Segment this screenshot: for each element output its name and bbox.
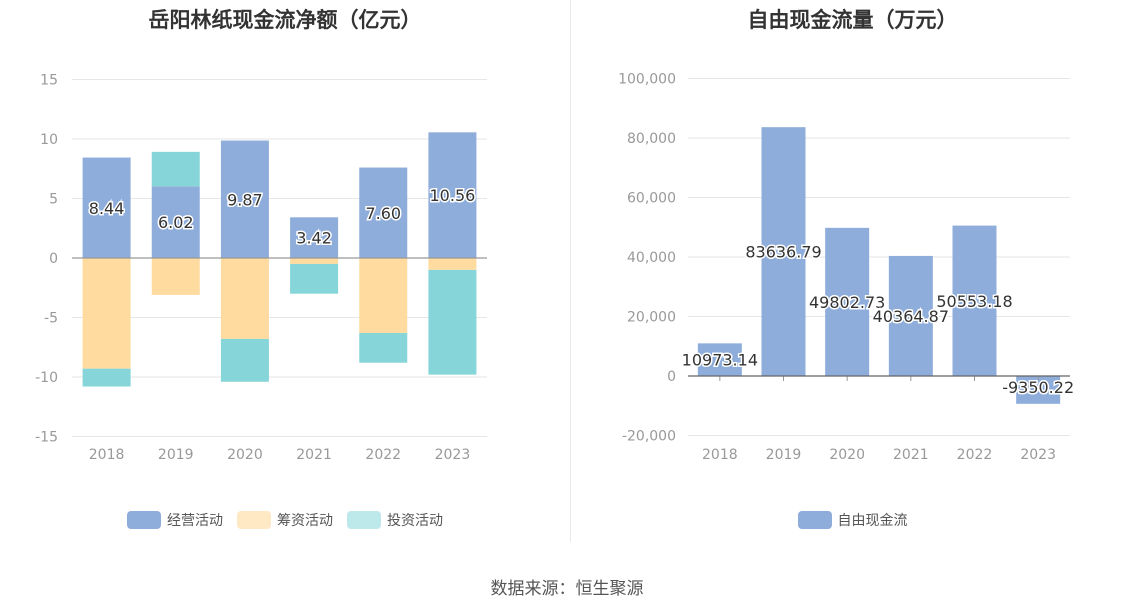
bar-segment: [428, 258, 477, 270]
legend-swatch-free-cash-flow: [797, 511, 832, 529]
y-tick-label: 100,000: [618, 72, 676, 88]
x-tick-label: 2022: [365, 447, 401, 463]
y-tick-label: -20,000: [622, 429, 676, 445]
x-tick-label: 2020: [829, 447, 865, 463]
legend-swatch-investing: [347, 511, 381, 529]
x-tick-label: 2023: [435, 447, 471, 463]
bar-value-label: 40364.87: [873, 307, 949, 326]
y-tick-label: 0: [49, 251, 58, 267]
legend-label-investing: 投资活动: [387, 513, 443, 529]
bar-value-label: 3.42: [296, 229, 332, 248]
y-tick-label: -10: [35, 370, 58, 386]
bar: [888, 255, 933, 376]
y-tick-label: 60,000: [627, 191, 676, 207]
bar-value-label: 10973.14: [682, 351, 758, 370]
y-tick-label: 80,000: [627, 131, 676, 147]
bar-segment: [151, 258, 200, 295]
bar-value-label: 8.44: [89, 199, 125, 218]
bar-value-label: 10.56: [430, 186, 476, 205]
bar-segment: [220, 140, 269, 258]
free-cash-flow-chart-panel: 自由现金流量（万元） 100,000 80,000 60,000 40,000 20,0…: [571, 0, 1134, 560]
y-tick-label: 40,000: [627, 250, 676, 266]
bar-segment: [428, 269, 477, 375]
bar-value-label: 50553.18: [936, 292, 1012, 311]
x-tick-label: 2020: [227, 447, 263, 463]
y-tick-label: -15: [35, 430, 58, 446]
y-tick-label: 15: [40, 73, 58, 89]
y-tick-label: 20,000: [627, 310, 676, 326]
bar-segment: [359, 258, 408, 333]
legend-swatch-financing: [237, 511, 271, 529]
cash-flow-chart-title: 岳阳林纸现金流净额（亿元）: [148, 8, 422, 32]
x-tick-label: 2018: [702, 447, 738, 463]
x-tick-label: 2018: [89, 447, 125, 463]
bar-value-label: 9.87: [227, 190, 263, 209]
legend-label-operating: 经营活动: [167, 513, 223, 529]
y-tick-label: -5: [44, 311, 58, 327]
cash-flow-legend: 经营活动 筹资活动 投资活动: [0, 510, 570, 530]
bar-segment: [359, 332, 408, 363]
bar-segment: [220, 258, 269, 339]
bar-value-label: 49802.73: [809, 293, 885, 312]
free-cash-flow-chart-title: 自由现金流量（万元）: [747, 8, 958, 32]
x-tick-label: 2019: [158, 447, 194, 463]
bar-value-label: 6.02: [158, 213, 194, 232]
legend-label-financing: 筹资活动: [277, 513, 333, 529]
x-tick-label: 2021: [893, 447, 929, 463]
bar-value-label: 83636.79: [745, 243, 821, 262]
panel-divider: [570, 0, 571, 542]
bar-segment: [151, 151, 200, 187]
bar-segment: [290, 263, 339, 294]
bar-segment: [151, 186, 200, 258]
data-source-note: 数据来源：恒生聚源: [490, 579, 644, 599]
legend-item-free-cash-flow[interactable]: 自由现金流: [797, 510, 908, 530]
free-cash-flow-chart: 100,000 80,000 60,000 40,000 20,000 0 -20,000 2…: [618, 72, 1076, 464]
bar-segment: [290, 258, 339, 264]
bar: [952, 225, 997, 376]
x-tick-label: 2021: [296, 447, 332, 463]
x-tick-label: 2023: [1020, 447, 1056, 463]
free-cash-flow-legend: 自由现金流: [571, 510, 1134, 530]
bar: [697, 343, 742, 376]
x-tick-label: 2022: [957, 447, 993, 463]
y-tick-label: 0: [667, 369, 676, 385]
x-tick-label: 2019: [766, 447, 802, 463]
bar-segment: [82, 258, 131, 369]
cash-flow-chart: 15 10 5 0 -5 -10 -15 2018 8.44 2019 6.02 2020 9.87 20…: [35, 73, 487, 463]
bar-segment: [359, 167, 408, 258]
legend-item-operating[interactable]: 经营活动: [127, 510, 223, 530]
bar-segment: [428, 132, 477, 258]
legend-label-free-cash-flow: 自由现金流: [837, 513, 908, 529]
bar-value-label: -9350.22: [1002, 378, 1074, 397]
bar-segment: [82, 157, 131, 258]
y-tick-label: 5: [49, 192, 58, 208]
bar-segment: [220, 338, 269, 382]
bar-segment: [290, 217, 339, 258]
cash-flow-chart-panel: 岳阳林纸现金流净额（亿元） 15 10 5 0 -5 -10 -15 2018 8.44 2019…: [0, 0, 570, 560]
legend-item-financing[interactable]: 筹资活动: [237, 510, 333, 530]
bar-segment: [82, 368, 131, 387]
y-tick-label: 10: [40, 132, 58, 148]
bar: [825, 227, 870, 376]
legend-item-investing[interactable]: 投资活动: [347, 510, 443, 530]
legend-swatch-operating: [127, 511, 161, 529]
bar: [761, 127, 806, 377]
bar-value-label: 7.60: [365, 204, 401, 223]
